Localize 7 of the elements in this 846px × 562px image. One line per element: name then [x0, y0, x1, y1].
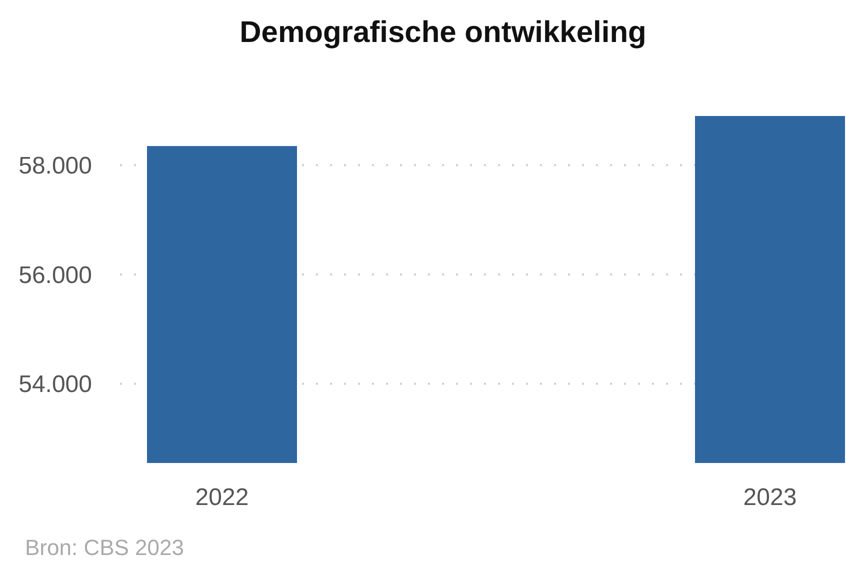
y-tick-label: 58.000 [18, 152, 92, 180]
chart-title: Demografische ontwikkeling [240, 16, 646, 49]
y-tick-label: 54.000 [18, 371, 92, 398]
x-tick-label: 2022 [195, 484, 249, 511]
y-tick-label: 56.000 [18, 262, 92, 289]
x-tick-label: 2023 [743, 484, 797, 511]
text: Bron: CBS 2023 [25, 535, 184, 560]
